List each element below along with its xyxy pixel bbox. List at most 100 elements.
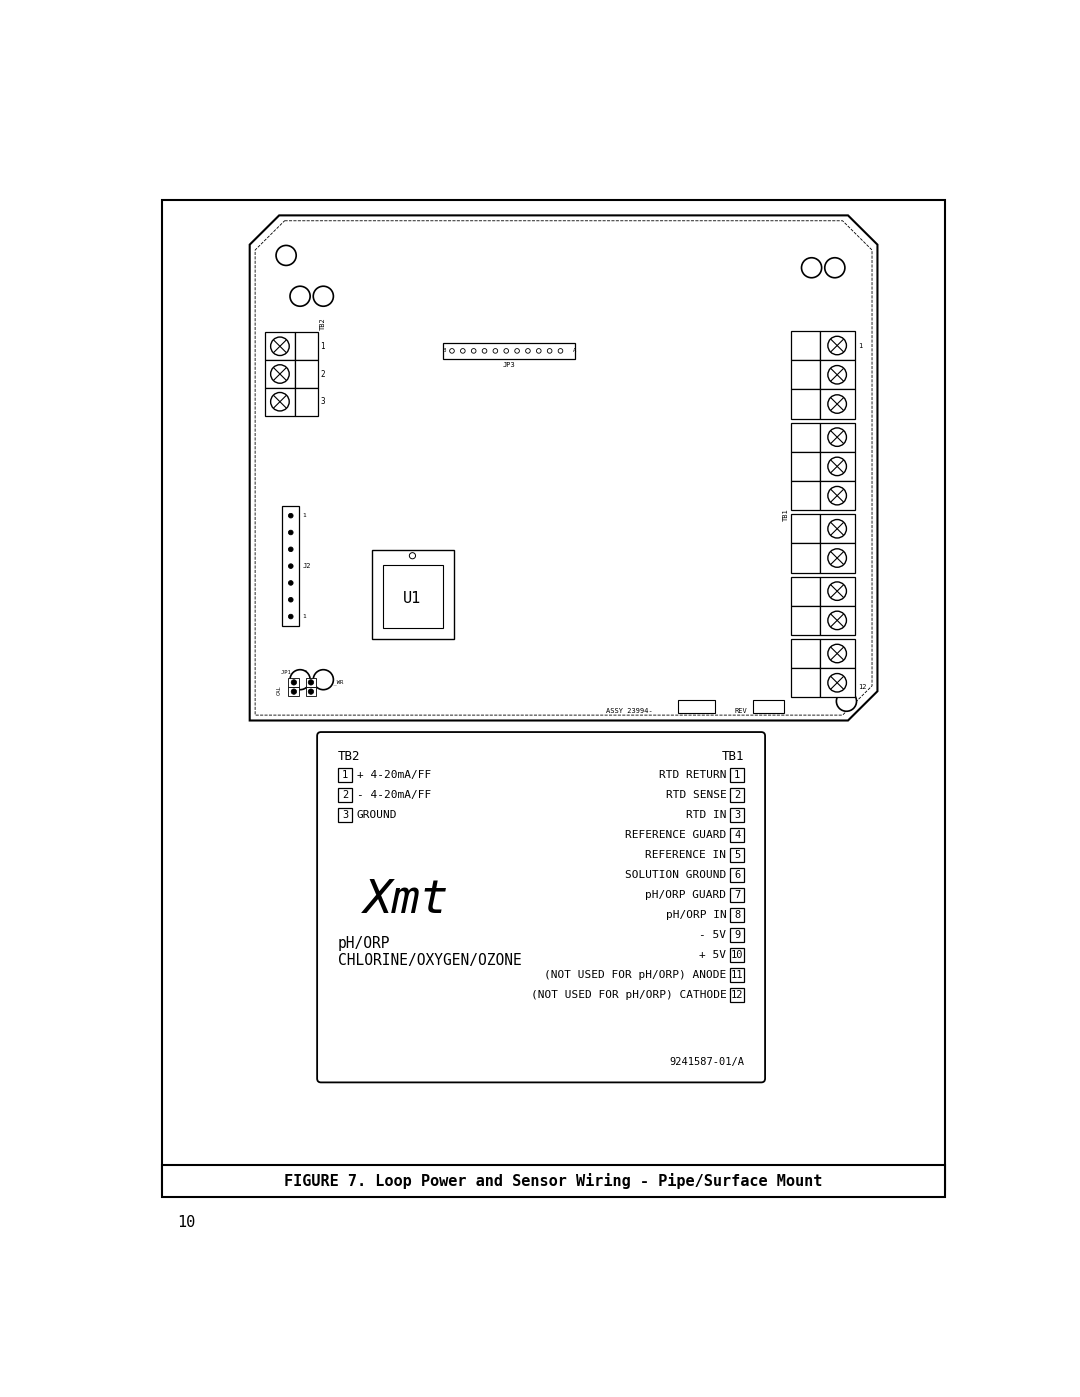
- Bar: [730, 768, 744, 782]
- Circle shape: [471, 349, 476, 353]
- Text: pH/ORP IN: pH/ORP IN: [665, 911, 727, 921]
- Circle shape: [292, 680, 297, 685]
- Circle shape: [288, 564, 293, 569]
- Circle shape: [308, 689, 313, 694]
- Bar: [730, 949, 744, 963]
- Circle shape: [504, 349, 509, 353]
- Text: 2: 2: [321, 369, 325, 379]
- Text: 4: 4: [734, 830, 740, 840]
- Bar: [730, 989, 744, 1002]
- Text: REFERENCE GUARD: REFERENCE GUARD: [625, 830, 727, 840]
- Circle shape: [271, 337, 289, 355]
- Text: JP3: JP3: [503, 362, 516, 369]
- Circle shape: [409, 553, 416, 559]
- Bar: [288, 687, 299, 696]
- Circle shape: [828, 673, 847, 692]
- Text: Xmt: Xmt: [364, 879, 449, 923]
- Bar: [820, 331, 855, 360]
- Circle shape: [828, 366, 847, 384]
- Bar: [791, 577, 820, 606]
- Circle shape: [828, 583, 847, 601]
- Bar: [282, 507, 299, 626]
- Bar: [730, 908, 744, 922]
- Circle shape: [537, 349, 541, 353]
- Bar: [791, 606, 820, 636]
- Bar: [820, 668, 855, 697]
- Text: 2: 2: [734, 791, 740, 800]
- Text: 9241587-01/A: 9241587-01/A: [670, 1058, 744, 1067]
- Bar: [820, 422, 855, 451]
- Bar: [288, 678, 299, 686]
- Bar: [306, 678, 316, 686]
- Bar: [791, 451, 820, 481]
- Bar: [791, 360, 820, 390]
- Bar: [730, 828, 744, 842]
- Bar: [295, 332, 318, 360]
- Bar: [820, 577, 855, 606]
- Circle shape: [825, 257, 845, 278]
- Text: + 4-20mA/FF: + 4-20mA/FF: [356, 770, 431, 780]
- Text: RTD RETURN: RTD RETURN: [659, 770, 727, 780]
- FancyBboxPatch shape: [318, 732, 765, 1083]
- Bar: [820, 514, 855, 543]
- Text: B: B: [443, 348, 446, 353]
- Text: J2: J2: [302, 563, 311, 569]
- Text: EE_WR: EE_WR: [327, 679, 343, 685]
- Bar: [730, 788, 744, 802]
- Bar: [383, 564, 443, 629]
- Bar: [730, 869, 744, 882]
- Bar: [791, 481, 820, 510]
- Bar: [820, 360, 855, 390]
- Text: REFERENCE IN: REFERENCE IN: [646, 851, 727, 861]
- Text: 1: 1: [859, 342, 862, 348]
- Circle shape: [494, 349, 498, 353]
- Text: 1: 1: [342, 770, 348, 780]
- Text: 1: 1: [302, 615, 306, 619]
- Circle shape: [828, 337, 847, 355]
- Bar: [295, 388, 318, 415]
- Text: 1: 1: [321, 342, 325, 351]
- Bar: [820, 543, 855, 573]
- Circle shape: [526, 349, 530, 353]
- Text: GROUND: GROUND: [356, 810, 397, 820]
- Bar: [820, 390, 855, 419]
- Bar: [791, 638, 820, 668]
- Bar: [791, 514, 820, 543]
- Text: TB1: TB1: [783, 507, 789, 521]
- Text: RTD SENSE: RTD SENSE: [665, 791, 727, 800]
- Text: 3: 3: [734, 810, 740, 820]
- Text: 5: 5: [734, 851, 740, 861]
- Circle shape: [271, 365, 289, 383]
- Circle shape: [828, 395, 847, 414]
- Circle shape: [288, 513, 293, 518]
- Bar: [820, 451, 855, 481]
- Bar: [820, 638, 855, 668]
- Circle shape: [449, 349, 455, 353]
- Text: CHLORINE/OXYGEN/OZONE: CHLORINE/OXYGEN/OZONE: [338, 953, 522, 968]
- Bar: [338, 809, 352, 823]
- Text: 7: 7: [734, 890, 740, 900]
- Circle shape: [828, 486, 847, 504]
- Circle shape: [825, 669, 845, 690]
- Text: REV: REV: [734, 708, 747, 714]
- Text: U1: U1: [403, 591, 421, 605]
- Bar: [266, 360, 295, 388]
- Circle shape: [271, 393, 289, 411]
- Bar: [677, 700, 715, 712]
- Text: TB2: TB2: [338, 750, 361, 763]
- Circle shape: [288, 548, 293, 552]
- Bar: [730, 848, 744, 862]
- Text: FIGURE 7. Loop Power and Sensor Wiring - Pipe/Surface Mount: FIGURE 7. Loop Power and Sensor Wiring -…: [284, 1173, 823, 1189]
- Text: 8: 8: [734, 911, 740, 921]
- Text: (NOT USED FOR pH/ORP) ANODE: (NOT USED FOR pH/ORP) ANODE: [544, 971, 727, 981]
- Circle shape: [276, 246, 296, 265]
- Circle shape: [548, 349, 552, 353]
- Text: + 5V: + 5V: [700, 950, 727, 960]
- Text: pH/ORP: pH/ORP: [338, 936, 391, 951]
- Text: RTD IN: RTD IN: [686, 810, 727, 820]
- Bar: [730, 888, 744, 902]
- Bar: [266, 332, 295, 360]
- Circle shape: [291, 286, 310, 306]
- Text: 10: 10: [177, 1215, 195, 1229]
- Bar: [730, 929, 744, 942]
